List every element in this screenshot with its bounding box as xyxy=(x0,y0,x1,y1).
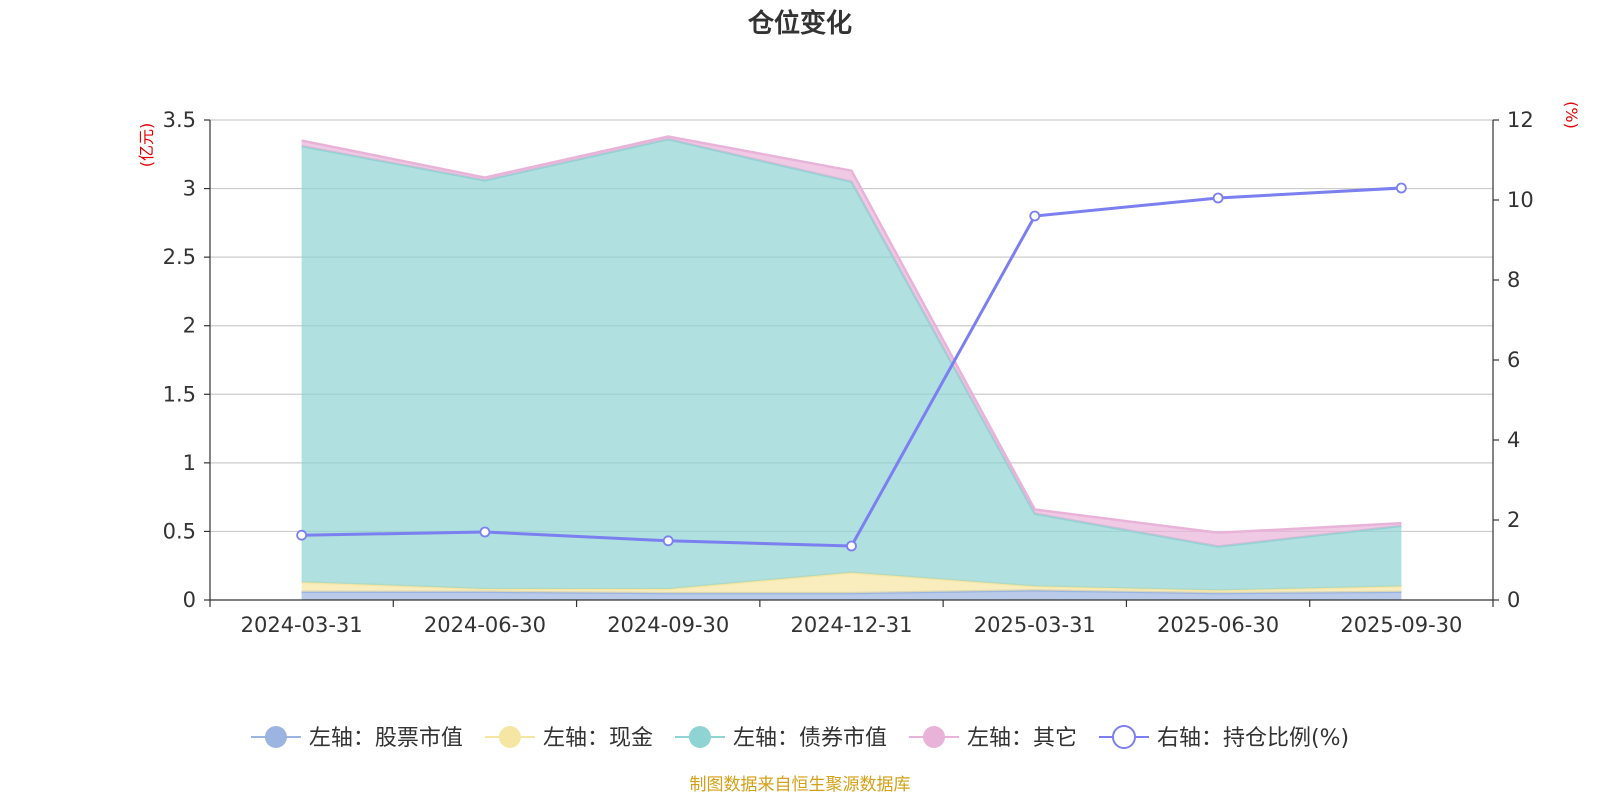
x-tick-label: 2025-03-31 xyxy=(974,613,1096,637)
legend-circle-icon xyxy=(1111,725,1136,749)
left-tick-label: 1.5 xyxy=(163,382,196,406)
x-tick-label: 2025-09-30 xyxy=(1340,613,1462,637)
left-tick-label: 0.5 xyxy=(163,519,196,543)
legend-circle-icon xyxy=(264,726,287,748)
left-tick-label: 0 xyxy=(183,588,196,612)
right-tick-label: 0 xyxy=(1507,588,1520,612)
ratio-point xyxy=(662,535,674,547)
legend-item-label: 右轴：持仓比例(%) xyxy=(1157,726,1349,751)
x-tick-label: 2025-06-30 xyxy=(1157,613,1279,637)
left-tick-label: 2.5 xyxy=(163,245,196,269)
legend: 左轴：股票市值 左轴：现金 左轴：债券市值 左轴：其它 右轴：持仓比例(%) xyxy=(250,725,1349,751)
x-tick-label: 2024-12-31 xyxy=(790,613,912,637)
legend-item-label: 左轴：现金 xyxy=(543,726,653,751)
right-tick-label: 8 xyxy=(1507,268,1520,292)
legend-circle-icon xyxy=(498,726,521,748)
ratio-line xyxy=(296,182,1407,552)
source-note: 制图数据来自恒生聚源数据库 xyxy=(690,775,911,795)
right-tick-label: 12 xyxy=(1507,108,1534,132)
area-edge-3 xyxy=(301,135,1402,535)
x-tick-label: 2024-09-30 xyxy=(607,613,729,637)
ratio-point xyxy=(846,540,857,552)
right-tick-label: 2 xyxy=(1507,508,1520,532)
right-tick-label: 10 xyxy=(1507,188,1534,212)
ratio-point xyxy=(1029,210,1041,222)
chart-title: 仓位变化 xyxy=(747,8,852,39)
left-tick-label: 3.5 xyxy=(163,108,196,132)
right-axis-unit: (%) xyxy=(1562,101,1581,129)
axes: 0 0.5 1 1.5 2 2.5 3 3.5 0 2 4 6 8 10 12 2024-03-31 2024-… xyxy=(163,108,1534,637)
legend-item-label: 左轴：债券市值 xyxy=(733,726,887,751)
ratio-point xyxy=(1212,192,1224,204)
left-tick-label: 3 xyxy=(183,177,196,201)
right-tick-label: 6 xyxy=(1507,348,1520,372)
area-series-1 xyxy=(301,572,1402,594)
legend-item-label: 左轴：其它 xyxy=(967,726,1077,751)
x-tick-label: 2024-06-30 xyxy=(424,613,546,637)
left-axis-unit: (亿元) xyxy=(137,123,156,168)
right-tick-label: 4 xyxy=(1507,428,1520,452)
legend-item-label: 左轴：股票市值 xyxy=(309,726,463,751)
legend-circle-icon xyxy=(922,726,945,748)
legend-circle-icon xyxy=(688,726,711,748)
ratio-point xyxy=(1395,182,1407,194)
stacked-areas xyxy=(301,135,1402,600)
ratio-point xyxy=(296,529,308,541)
left-tick-label: 1 xyxy=(183,451,196,475)
area-series-2 xyxy=(301,139,1402,591)
left-tick-label: 2 xyxy=(183,314,196,338)
ratio-point xyxy=(479,526,491,538)
x-tick-label: 2024-03-31 xyxy=(241,613,363,637)
